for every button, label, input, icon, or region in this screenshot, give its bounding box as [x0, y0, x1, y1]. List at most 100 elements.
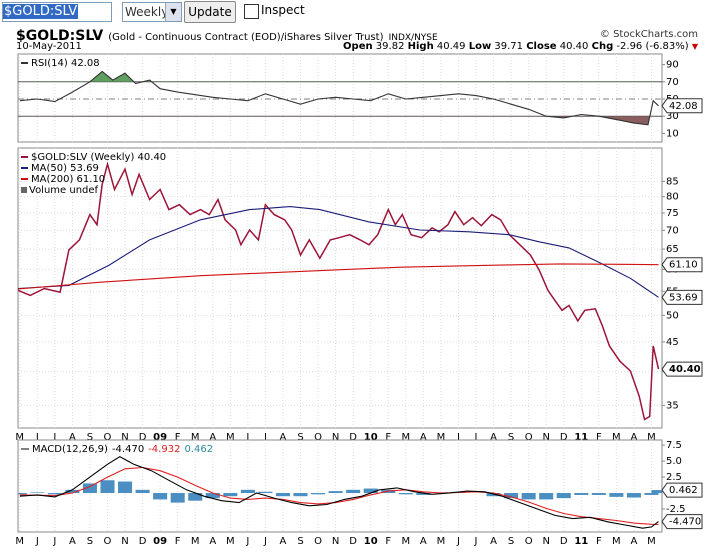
x-tick-label: F	[596, 536, 602, 547]
x-tick-label: J	[35, 536, 39, 547]
quote: Open 39.82 High 40.49 Low 39.71 Close 40…	[343, 41, 698, 52]
value-tag-label: 40.40	[669, 364, 701, 375]
period-text: Weekly	[125, 5, 169, 19]
quote-label: Close	[526, 41, 557, 52]
inspect-label: Inspect	[261, 3, 305, 17]
panel	[17, 147, 663, 429]
x-tick-label: M	[612, 536, 621, 547]
value-tag	[661, 257, 703, 273]
x-tick-label: J	[456, 432, 460, 443]
value-tag	[661, 482, 703, 498]
x-tick-label: J	[35, 432, 39, 443]
x-tick-label: 11	[574, 432, 588, 443]
x-tick-label: 10	[364, 432, 378, 443]
x-tick-label: M	[612, 432, 621, 443]
y-tick-label: 30	[666, 111, 679, 122]
y-tick-label: 70	[666, 77, 679, 88]
quote-label: High	[407, 41, 434, 52]
x-tick-label: F	[385, 432, 391, 443]
quote-value: -2.96 (-6.83%)	[616, 41, 689, 52]
histogram-bar	[591, 493, 606, 495]
series-line	[18, 263, 659, 290]
y-tick-label: 10	[666, 128, 679, 139]
series-line	[19, 70, 659, 126]
y-tick-label: 5.0	[666, 456, 682, 467]
select-arrow: ▼	[165, 3, 181, 21]
x-tick-label: A	[69, 536, 76, 547]
x-tick-label: 09	[153, 536, 167, 547]
series-line	[18, 161, 660, 421]
x-tick-label: F	[596, 432, 602, 443]
y-tick-label: 75	[666, 208, 679, 219]
histogram-bar	[258, 491, 273, 494]
x-tick-label: 11	[574, 536, 588, 547]
x-tick-label: F	[175, 536, 181, 547]
histogram-bar	[311, 493, 326, 495]
x-tick-label: M	[647, 536, 656, 547]
subtitle: (Gold - Continuous Contract (EOD)/iShare…	[108, 32, 384, 43]
y-tick-label: 85	[666, 176, 679, 187]
x-tick-label: S	[87, 432, 93, 443]
histogram-bar	[486, 493, 501, 497]
x-tick-label: N	[121, 536, 128, 547]
y-tick-label: 50	[666, 310, 679, 321]
x-tick-label: M	[15, 432, 24, 443]
period-select[interactable]: Weekly ▼	[122, 2, 182, 22]
histogram-bar	[328, 491, 343, 494]
x-tick-label: N	[332, 432, 339, 443]
x-tick-label: M	[437, 432, 446, 443]
value-tag-label: 61.10	[669, 260, 698, 271]
x-tick-label: A	[69, 432, 76, 443]
exchange: INDX/NYSE	[388, 33, 438, 43]
x-tick-label: F	[385, 536, 391, 547]
x-tick-label: S	[297, 432, 303, 443]
x-tick-label: A	[631, 432, 638, 443]
series-line	[19, 455, 659, 529]
legend-entry: RSI(14) 42.08	[31, 58, 100, 69]
y-tick-label: -2.5	[666, 504, 686, 515]
histogram-bar	[363, 488, 378, 494]
histogram-bar	[626, 493, 641, 498]
x-tick-label: D	[349, 536, 357, 547]
histogram-bar	[539, 493, 554, 500]
legend-entry: MA(50) 53.69	[31, 163, 99, 174]
histogram-bar	[205, 493, 220, 499]
value-tag-label: 53.69	[669, 292, 698, 303]
x-tick-label: A	[490, 432, 497, 443]
legend-title: MACD(12,26,9)	[32, 444, 108, 455]
update-button[interactable]: Update	[184, 1, 236, 23]
histogram-bar	[346, 489, 361, 494]
quote-label: Chg	[591, 41, 614, 52]
inspect-checkbox[interactable]	[244, 4, 259, 19]
series-line	[18, 206, 659, 298]
header-title: $GOLD:SLV (Gold - Continuous Contract (E…	[16, 25, 438, 44]
histogram-bar	[65, 489, 80, 494]
x-tick-label: A	[280, 536, 287, 547]
x-tick-label: J	[52, 536, 56, 547]
x-tick-label: D	[139, 432, 147, 443]
symbol-input[interactable]: $GOLD:SLV	[2, 2, 112, 22]
x-tick-label: J	[245, 536, 249, 547]
histogram-bar	[293, 493, 308, 497]
x-tick-label: O	[104, 536, 112, 547]
x-tick-label: O	[104, 432, 112, 443]
y-tick-label: 7.5	[666, 440, 682, 451]
x-tick-label: O	[314, 432, 322, 443]
x-tick-label: J	[263, 536, 267, 547]
x-tick-label: M	[437, 536, 446, 547]
x-tick-label: M	[226, 432, 235, 443]
legend-entry: 0.462	[184, 444, 213, 455]
y-tick-label: 90	[666, 60, 679, 71]
value-tag	[661, 98, 703, 114]
histogram-bar	[416, 493, 431, 495]
symbol-text: $GOLD:SLV	[3, 4, 79, 19]
histogram-bar	[135, 489, 150, 494]
quote-label: Low	[468, 41, 492, 52]
x-tick-label: O	[314, 536, 322, 547]
x-tick-label: N	[332, 536, 339, 547]
value-tag	[661, 514, 703, 530]
x-tick-label: D	[560, 536, 568, 547]
x-tick-label: D	[139, 536, 147, 547]
